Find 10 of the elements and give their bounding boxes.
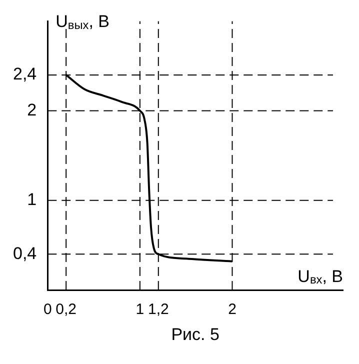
y-tick-label: 2,4 (12, 64, 37, 84)
x-tick-label: 0,2 (56, 301, 77, 318)
x-tick-label: 2 (228, 301, 236, 318)
text: Рис. 5 (171, 325, 220, 344)
x-tick-label: 0 (43, 301, 52, 318)
y-tick-label: 2 (27, 100, 37, 120)
x-tick-label: 1,2 (148, 301, 169, 318)
y-tick-label: 0,4 (12, 244, 37, 263)
x-tick-label: 1 (136, 301, 144, 318)
y-tick-label: 1 (27, 190, 37, 210)
